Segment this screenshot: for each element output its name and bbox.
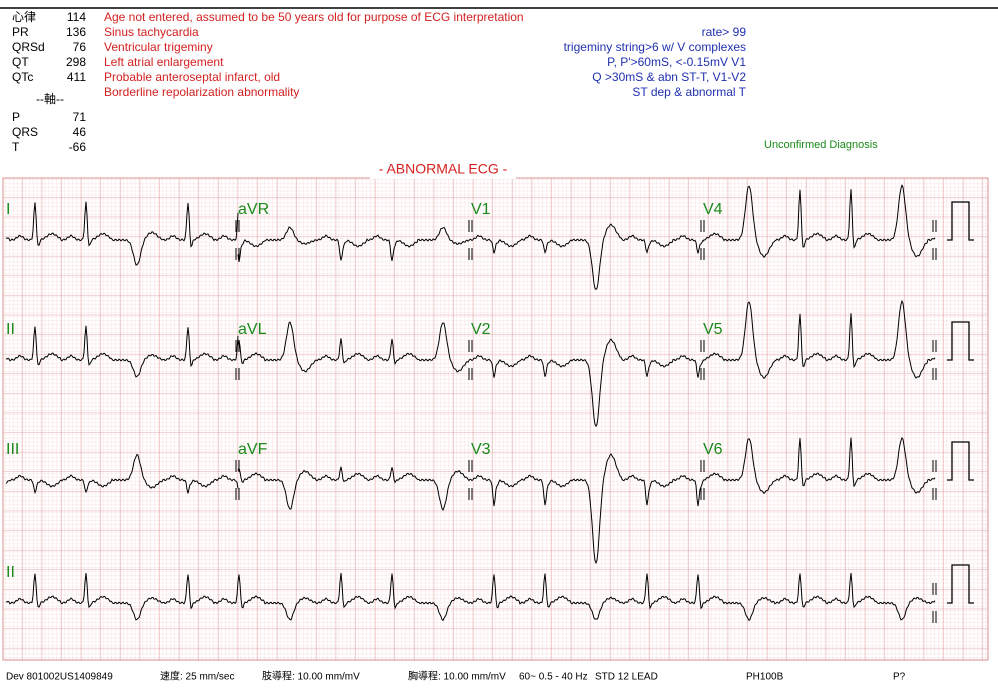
axis-value: -66: [69, 140, 87, 154]
lead-trace: [237, 466, 472, 512]
lead-label: II: [6, 564, 15, 581]
criterion: trigeminy string>6 w/ V complexes: [564, 40, 746, 54]
lead-trace: [5, 453, 239, 495]
lead-label: V1: [471, 201, 491, 218]
footer-item: 速度: 25 mm/sec: [160, 670, 234, 683]
lead-label: V6: [703, 441, 723, 458]
axis-header: --軸--: [36, 92, 64, 106]
measure-label: 心律: [12, 10, 36, 24]
lead-trace: [702, 184, 936, 258]
lead-label: aVL: [238, 321, 267, 338]
axis-value: 71: [73, 110, 87, 124]
lead-label: V2: [471, 321, 491, 338]
lead-trace: [470, 223, 704, 291]
interpretation: Age not entered, assumed to be 50 years …: [104, 10, 524, 24]
criterion: Q >30mS & abn ST-T, V1-V2: [592, 70, 746, 84]
interpretation: Ventricular trigeminy: [104, 40, 213, 54]
footer-item: STD 12 LEAD: [595, 672, 658, 683]
interpretation: Probable anteroseptal infarct, old: [104, 70, 280, 84]
lead-trace: [237, 226, 472, 262]
lead-label: aVR: [238, 201, 269, 218]
footer-item: P?: [893, 672, 906, 683]
measure-value: 136: [66, 25, 86, 39]
status: Unconfirmed Diagnosis: [764, 139, 878, 151]
lead-trace: [237, 321, 472, 373]
measure-value: 114: [67, 10, 86, 24]
measure-value: 76: [73, 40, 87, 54]
axis-label: QRS: [12, 125, 38, 139]
lead-label: II: [6, 321, 15, 338]
measure-label: QTc: [12, 70, 33, 84]
axis-label: T: [12, 140, 20, 154]
footer-item: 肢導程: 10.00 mm/mV: [262, 670, 360, 683]
axis-value: 46: [73, 125, 87, 139]
lead-trace: [702, 299, 936, 380]
calibration-pulse: [947, 201, 974, 241]
banner-bg: [370, 161, 516, 179]
lead-label: aVF: [238, 441, 268, 458]
lead-label: V4: [703, 201, 723, 218]
calibration-pulse: [947, 321, 974, 361]
lead-trace: [470, 338, 704, 428]
lead-trace: [702, 436, 936, 495]
criterion: P, P'>60mS, <-0.15mV V1: [607, 55, 746, 69]
interpretation: Left atrial enlargement: [104, 55, 224, 69]
lead-trace: [5, 572, 936, 622]
criterion: rate> 99: [702, 25, 747, 39]
lead-label: V5: [703, 321, 723, 338]
lead-trace: [5, 201, 239, 266]
lead-label: V3: [471, 441, 491, 458]
footer-item: PH100B: [746, 672, 784, 683]
axis-label: P: [12, 110, 20, 124]
footer-item: 胸導程: 10.00 mm/mV: [408, 670, 506, 683]
lead-label: I: [6, 201, 10, 218]
measure-label: QRSd: [12, 40, 45, 54]
interpretation: Sinus tachycardia: [104, 25, 199, 39]
measure-value: 298: [66, 55, 86, 69]
footer-item: Dev 801002US1409849: [6, 672, 113, 683]
banner: - ABNORMAL ECG -: [379, 161, 508, 177]
measure-label: PR: [12, 25, 29, 39]
criterion: ST dep & abnormal T: [632, 85, 746, 99]
footer-item: 60~ 0.5 - 40 Hz: [519, 672, 588, 683]
measure-value: 411: [67, 70, 86, 84]
calibration-pulse: [947, 564, 974, 604]
calibration-pulse: [947, 441, 974, 481]
measure-label: QT: [12, 55, 29, 69]
interpretation: Borderline repolarization abnormality: [104, 85, 299, 99]
lead-trace: [470, 453, 704, 565]
ecg-grid: [2, 177, 989, 661]
lead-trace: [5, 325, 239, 378]
lead-label: III: [6, 441, 19, 458]
